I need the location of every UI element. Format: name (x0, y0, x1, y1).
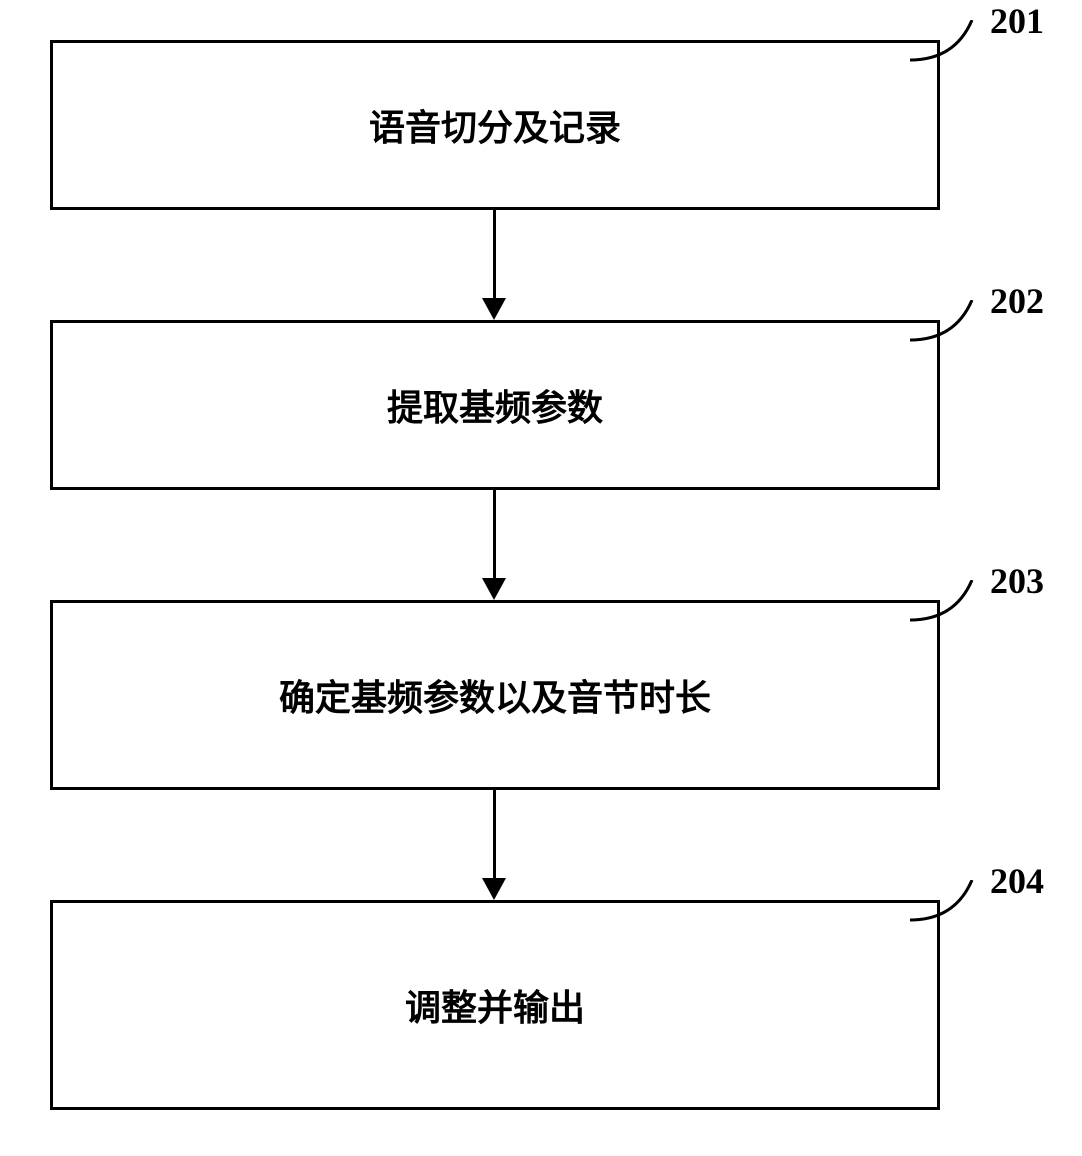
node-label: 提取基频参数 (387, 379, 603, 431)
label-connector-curve (910, 300, 990, 350)
label-connector-curve (910, 580, 990, 630)
flowchart-node: 提取基频参数 (50, 320, 940, 490)
node-number: 201 (990, 0, 1044, 42)
flowchart-node: 调整并输出 (50, 900, 940, 1110)
arrow-head-icon (482, 578, 506, 600)
flow-arrow (493, 790, 496, 882)
flowchart-node: 语音切分及记录 (50, 40, 940, 210)
node-number: 203 (990, 560, 1044, 602)
arrow-head-icon (482, 878, 506, 900)
arrow-head-icon (482, 298, 506, 320)
flow-arrow (493, 490, 496, 582)
flow-arrow (493, 210, 496, 302)
node-number: 204 (990, 860, 1044, 902)
node-label: 调整并输出 (405, 979, 585, 1031)
node-number: 202 (990, 280, 1044, 322)
label-connector-curve (910, 880, 990, 930)
node-label: 确定基频参数以及音节时长 (279, 669, 711, 721)
label-connector-curve (910, 20, 990, 70)
flowchart-node: 确定基频参数以及音节时长 (50, 600, 940, 790)
node-label: 语音切分及记录 (369, 99, 621, 151)
